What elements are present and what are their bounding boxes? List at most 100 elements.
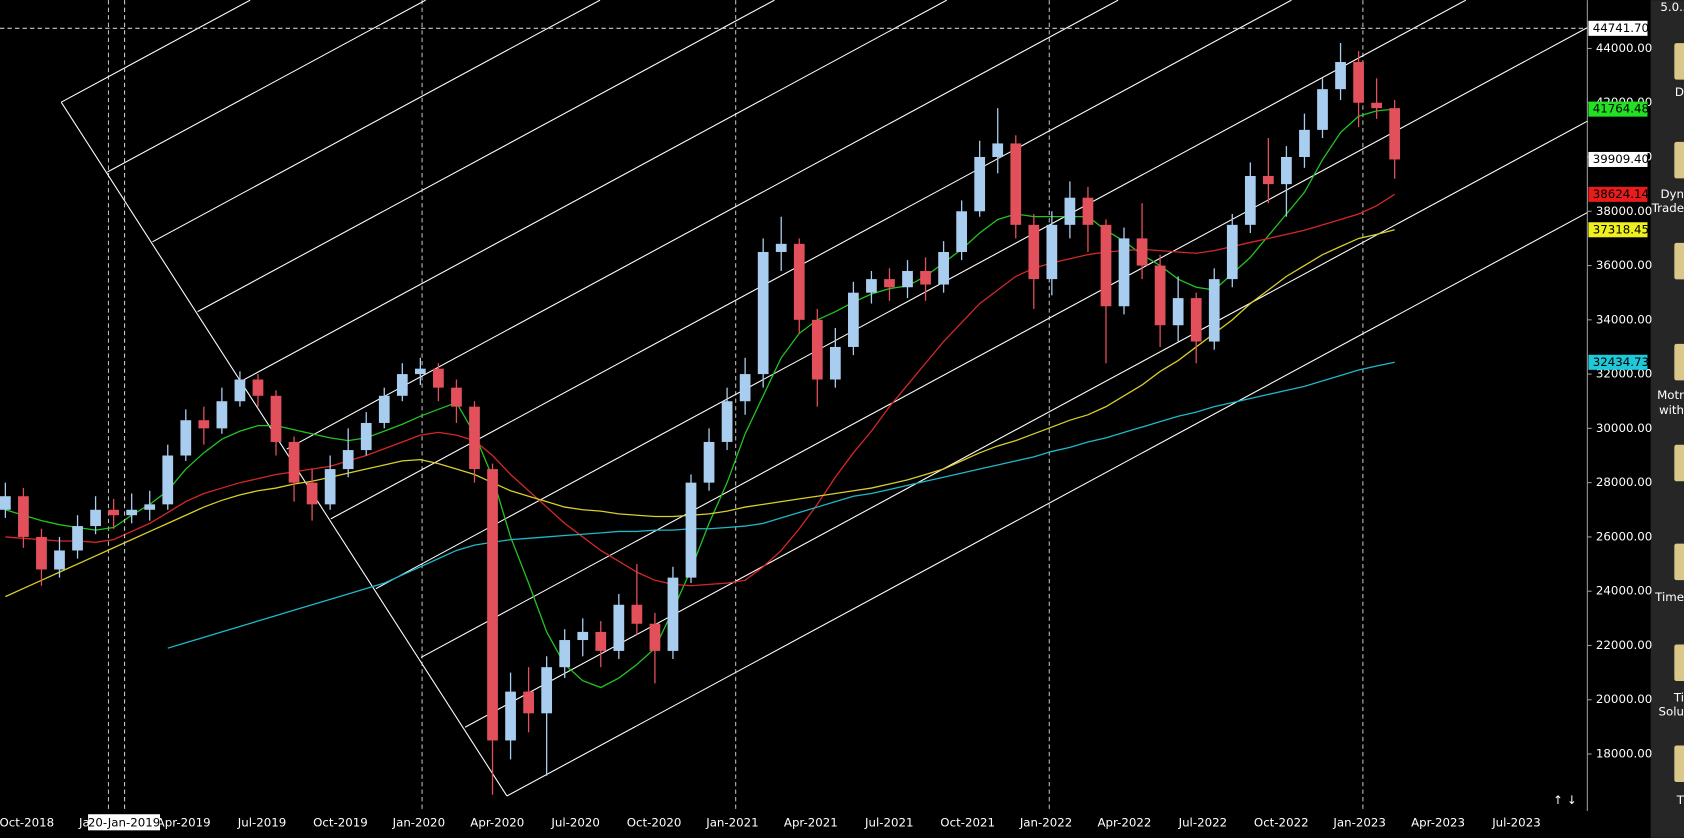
candle-body xyxy=(54,550,65,570)
y-tick-label: 38000.00 xyxy=(1596,204,1652,218)
candle-body xyxy=(667,577,679,651)
x-tick-label: Jan-2020 xyxy=(392,815,445,829)
price-marker xyxy=(1588,151,1648,167)
x-tick-label: Jan-2021 xyxy=(705,815,758,829)
candle-body xyxy=(613,604,625,651)
sidebar-icon[interactable] xyxy=(1674,745,1684,783)
candle-body xyxy=(306,482,318,505)
sidebar-label: Trade xyxy=(1651,201,1684,215)
y-tick-label: 34000.00 xyxy=(1596,312,1652,326)
candle-body xyxy=(631,604,643,624)
price-marker xyxy=(1588,101,1648,117)
y-tick-label: 18000.00 xyxy=(1596,747,1652,761)
candle-body xyxy=(1353,62,1364,103)
candle-body xyxy=(559,640,571,668)
price-marker-label: 39909.40 xyxy=(1593,152,1649,166)
scroll-down[interactable]: ↓ xyxy=(1567,793,1577,807)
candle-body xyxy=(36,536,47,570)
candle-body xyxy=(108,509,119,516)
candle-body xyxy=(848,292,859,347)
x-tick-label: Jul-2019 xyxy=(237,815,287,829)
candle-body xyxy=(360,422,372,451)
price-marker-label: 37318.45 xyxy=(1593,222,1649,236)
sidebar-icon[interactable] xyxy=(1674,644,1684,682)
candle-body xyxy=(920,270,931,285)
candle-body xyxy=(1389,108,1401,160)
candle-body xyxy=(505,691,516,741)
candle-body xyxy=(1172,298,1184,326)
candle-body xyxy=(1100,224,1112,307)
x-tick-label: Jul-2023 xyxy=(1491,815,1541,829)
x-tick-label: Apr-2019 xyxy=(157,815,211,829)
sidebar-label: Solu xyxy=(1659,705,1684,719)
candle-body xyxy=(414,368,426,375)
candle-body xyxy=(866,279,877,293)
candle-body xyxy=(378,395,390,423)
candle-body xyxy=(757,251,769,375)
x-tick-label: Apr-2021 xyxy=(784,815,838,829)
moving-average xyxy=(167,361,1395,649)
candle-body xyxy=(523,691,534,714)
candle-body xyxy=(234,379,246,402)
candle-body xyxy=(829,346,841,380)
y-tick-label: 22000.00 xyxy=(1596,638,1652,652)
candle-body xyxy=(90,509,101,527)
candle-body xyxy=(180,420,192,456)
scroll-up[interactable]: ↑ xyxy=(1553,793,1563,807)
sidebar-label: with xyxy=(1659,403,1684,417)
x-tick-label: Oct-2019 xyxy=(313,815,368,829)
candle-body xyxy=(1046,224,1058,280)
x-tick-label: Apr-2023 xyxy=(1411,815,1465,829)
candle-body xyxy=(396,374,408,396)
y-tick-label: 32000.00 xyxy=(1596,367,1652,381)
sidebar-icon[interactable] xyxy=(1674,242,1684,280)
candle-body xyxy=(902,270,913,288)
price-marker xyxy=(1588,222,1648,238)
candle-body xyxy=(1244,175,1256,225)
x-tick-label: Apr-2020 xyxy=(470,815,524,829)
sidebar-label: Motr xyxy=(1657,388,1684,402)
candle-body xyxy=(451,387,462,407)
candle-body xyxy=(992,143,1004,158)
candle-body xyxy=(433,368,444,388)
x-tick-label: Jul-2020 xyxy=(550,815,600,829)
y-tick-label: 26000.00 xyxy=(1596,529,1652,543)
candle-body xyxy=(703,441,715,483)
candle-body xyxy=(1010,143,1022,225)
sidebar-label: Ti xyxy=(1673,691,1684,705)
candle-body xyxy=(1281,157,1292,185)
crosshair-y-label: 44741.70 xyxy=(1593,21,1649,35)
sidebar-label: Dyn xyxy=(1660,187,1684,201)
sidebar-icon[interactable] xyxy=(1674,141,1684,179)
candle-body xyxy=(1335,62,1346,90)
candle-body xyxy=(1154,265,1166,326)
candle-body xyxy=(72,526,83,551)
y-tick-label: 36000.00 xyxy=(1596,258,1652,272)
candle-body xyxy=(1136,238,1148,266)
candle-body xyxy=(1082,197,1094,225)
x-tick-label: Apr-2022 xyxy=(1097,815,1151,829)
price-marker-label: 41764.48 xyxy=(1593,102,1649,116)
candle-body xyxy=(288,441,300,483)
candle-body xyxy=(884,279,895,288)
sidebar-icon[interactable] xyxy=(1674,43,1684,80)
sidebar-icon[interactable] xyxy=(1674,444,1684,482)
y-tick-label: 30000.00 xyxy=(1596,421,1652,435)
candle-body xyxy=(144,504,156,510)
x-tick-label: Oct-2022 xyxy=(1254,815,1309,829)
sidebar-icon[interactable] xyxy=(1674,543,1684,581)
drawing-line xyxy=(330,0,1292,520)
candle-body xyxy=(1371,102,1382,109)
candle-body xyxy=(956,211,968,252)
candle-body xyxy=(793,243,805,320)
candle-body xyxy=(811,319,823,380)
sidebar-icon[interactable] xyxy=(1674,343,1684,381)
candle-body xyxy=(649,623,661,651)
price-marker-label: 38624.14 xyxy=(1593,187,1649,201)
crosshair-x-box xyxy=(88,814,161,831)
candle-body xyxy=(739,374,751,402)
candle-body xyxy=(270,395,282,442)
candle-body xyxy=(1317,89,1328,130)
